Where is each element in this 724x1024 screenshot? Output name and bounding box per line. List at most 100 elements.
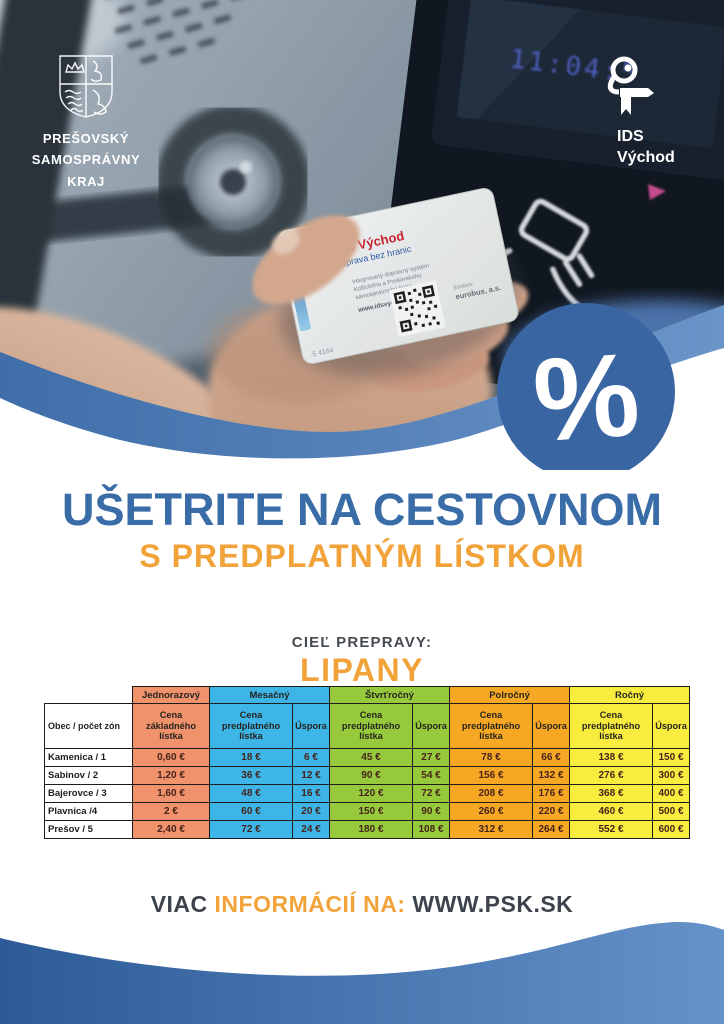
table-group-header-row: Jednorazový Mesačný Štvrťročný Polročný … — [44, 686, 691, 704]
cell: 90 € — [329, 766, 414, 785]
cell: 90 € — [412, 802, 451, 821]
cell: 300 € — [652, 766, 691, 785]
subheader-cell: Cena základného lístka — [132, 703, 210, 749]
table-row: Sabinov / 2 1,20 € 36 € 12 € 90 € 54 € 1… — [44, 766, 691, 785]
cell: 0,60 € — [132, 748, 210, 767]
cell: 460 € — [569, 802, 654, 821]
cell: 16 € — [291, 784, 331, 803]
psk-logo: PREŠOVSKÝ SAMOSPRÁVNY KRAJ — [12, 54, 160, 192]
psk-logo-line3: KRAJ — [67, 173, 105, 189]
cell: 1,20 € — [132, 766, 210, 785]
cell: 120 € — [329, 784, 414, 803]
subheader-cell: Úspora — [291, 703, 331, 749]
cell: 264 € — [532, 820, 571, 839]
main-title: UŠETRITE NA CESTOVNOM — [61, 484, 663, 535]
price-table: Jednorazový Mesačný Štvrťročný Polročný … — [44, 686, 691, 839]
footer-wave — [0, 921, 724, 1024]
table-row: Prešov / 5 2,40 € 72 € 24 € 180 € 108 € … — [44, 820, 691, 839]
row-label: Bajerovce / 3 — [44, 784, 133, 803]
ids-logo-line2: Východ — [617, 148, 675, 166]
subheader-cell: Úspora — [532, 703, 571, 749]
psk-logo-line2: SAMOSPRÁVNY — [31, 152, 141, 168]
card-emitent-label: Emitent: — [453, 281, 474, 291]
cell: 132 € — [532, 766, 571, 785]
hero-photo: 11:04:5 — [0, 0, 724, 470]
footer-info-line: VIAC INFORMÁCIÍ NA: WWW.PSK.SK — [0, 891, 724, 918]
cell: 180 € — [329, 820, 414, 839]
cell: 24 € — [291, 820, 331, 839]
table-row: Plavnica /4 2 € 60 € 20 € 150 € 90 € 260… — [44, 802, 691, 821]
destination-label: CIEĽ PREPRAVY: — [291, 634, 433, 651]
cell: 108 € — [412, 820, 451, 839]
subheader-cell: Úspora — [652, 703, 691, 749]
metal-disc — [156, 105, 310, 259]
cell: 72 € — [209, 820, 293, 839]
hero-wave-band — [0, 305, 724, 459]
pink-mark — [648, 184, 666, 200]
cell: 6 € — [291, 748, 331, 767]
subheader-cell: Cena predplatného lístka — [209, 703, 293, 749]
cell: 2 € — [132, 802, 210, 821]
subheader-cell: Cena predplatného lístka — [449, 703, 534, 749]
cell: 276 € — [569, 766, 654, 785]
row-label: Kamenica / 1 — [44, 748, 133, 767]
subheader-cell: Cena predplatného lístka — [329, 703, 414, 749]
footer-highlight: INFORMÁCIÍ NA: — [214, 891, 406, 917]
cell: 78 € — [449, 748, 534, 767]
cell: 312 € — [449, 820, 534, 839]
percent-badge: % — [497, 303, 675, 470]
cell: 552 € — [569, 820, 654, 839]
cell: 20 € — [291, 802, 331, 821]
psk-coat-of-arms-icon — [59, 55, 113, 118]
destination-block: CIEĽ PREPRAVY: LIPANY — [0, 634, 724, 689]
handrail-pole — [0, 0, 93, 417]
cell: 220 € — [532, 802, 571, 821]
table-subheader-row: Obec / počet zón Cena základného lístka … — [44, 703, 691, 749]
cell: 150 € — [652, 748, 691, 767]
group-rocny: Ročný — [569, 686, 691, 704]
cell: 48 € — [209, 784, 293, 803]
ids-vychod-logo: IDS Východ — [592, 56, 675, 169]
footer-site: WWW.PSK.SK — [412, 891, 574, 917]
psk-logo-line1: PREŠOVSKÝ — [42, 131, 130, 146]
cell: 60 € — [209, 802, 293, 821]
ids-logo-line1: IDS — [617, 128, 644, 145]
cell: 45 € — [329, 748, 414, 767]
cell: 36 € — [209, 766, 293, 785]
table-row: Kamenica / 1 0,60 € 18 € 6 € 45 € 27 € 7… — [44, 748, 691, 767]
cell: 150 € — [329, 802, 414, 821]
cell: 1,60 € — [132, 784, 210, 803]
group-stvrtrocny: Štvrťročný — [329, 686, 451, 704]
row-label: Prešov / 5 — [44, 820, 133, 839]
cell: 208 € — [449, 784, 534, 803]
cell: 72 € — [412, 784, 451, 803]
table-row: Bajerovce / 3 1,60 € 48 € 16 € 120 € 72 … — [44, 784, 691, 803]
ids-ribbon-icon — [607, 56, 654, 115]
cell: 400 € — [652, 784, 691, 803]
sub-title: S PREDPLATNÝM LÍSTKOM — [139, 538, 585, 574]
subheader-cell: Cena predplatného lístka — [569, 703, 654, 749]
destination-value: LIPANY — [300, 652, 424, 688]
card-serial: 5 4164 — [312, 347, 335, 358]
footer-prefix: VIAC — [150, 891, 208, 917]
row-label: Sabinov / 2 — [44, 766, 133, 785]
cell: 18 € — [209, 748, 293, 767]
cell: 2,40 € — [132, 820, 210, 839]
cell: 12 € — [291, 766, 331, 785]
photo-scene: 11:04:5 — [0, 0, 724, 432]
qr-code — [388, 280, 446, 338]
row-label: Plavnica /4 — [44, 802, 133, 821]
cell: 54 € — [412, 766, 451, 785]
cell: 138 € — [569, 748, 654, 767]
group-jednorazovy: Jednorazový — [132, 686, 210, 704]
thumb — [252, 215, 360, 305]
subheader-cell: Úspora — [412, 703, 451, 749]
vent-grille — [114, 0, 248, 64]
group-mesacny: Mesačný — [208, 686, 331, 704]
table-blank-cell — [44, 686, 133, 704]
cell: 368 € — [569, 784, 654, 803]
cell: 66 € — [532, 748, 571, 767]
percent-glyph: % — [529, 328, 643, 467]
cell: 260 € — [449, 802, 534, 821]
